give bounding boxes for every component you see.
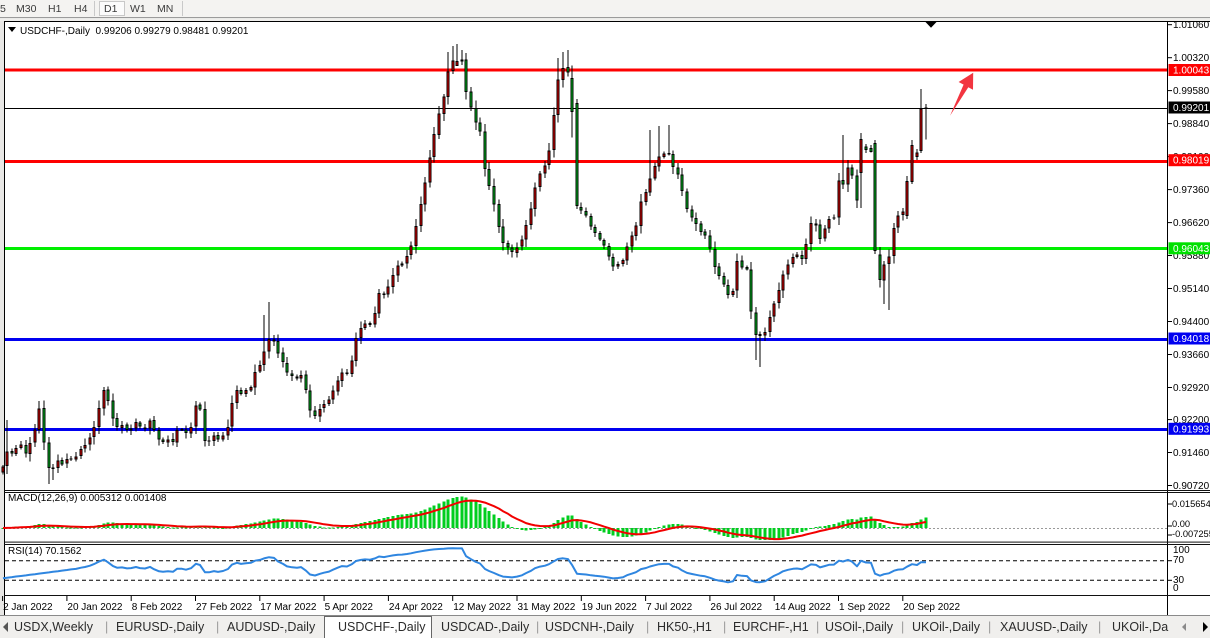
svg-text:27 Feb 2022: 27 Feb 2022 — [196, 602, 253, 613]
svg-text:30: 30 — [1173, 575, 1185, 586]
svg-text:2 Jan 2022: 2 Jan 2022 — [3, 602, 53, 613]
svg-text:17 Mar 2022: 17 Mar 2022 — [260, 602, 317, 613]
svg-text:1.00320: 1.00320 — [1173, 53, 1210, 64]
svg-text:XAUUSD-,Daily: XAUUSD-,Daily — [1000, 620, 1088, 634]
svg-text:|: | — [901, 620, 904, 634]
svg-text:|: | — [988, 620, 991, 634]
svg-text:M30: M30 — [16, 3, 37, 15]
svg-text:1.01060: 1.01060 — [1173, 20, 1210, 31]
svg-text:26 Jul 2022: 26 Jul 2022 — [710, 602, 762, 613]
svg-text:UKOil-,Da: UKOil-,Da — [1112, 620, 1168, 634]
svg-text:0.95880: 0.95880 — [1173, 251, 1210, 262]
svg-text:W1: W1 — [130, 3, 146, 15]
svg-text:0.00: 0.00 — [1172, 519, 1190, 529]
svg-text:USDCHF-,Daily 0.99206 0.99279: USDCHF-,Daily 0.99206 0.99279 0.98481 0.… — [20, 26, 249, 37]
svg-text:0.92920: 0.92920 — [1173, 383, 1210, 394]
svg-text:H4: H4 — [74, 3, 88, 15]
svg-text:5 Apr 2022: 5 Apr 2022 — [325, 602, 374, 613]
svg-text:USDCHF-,Daily: USDCHF-,Daily — [338, 620, 426, 634]
svg-text:0.96043: 0.96043 — [1173, 244, 1210, 255]
svg-text:USOil-,Daily: USOil-,Daily — [825, 620, 894, 634]
svg-text:-0.007255: -0.007255 — [1172, 529, 1210, 539]
svg-text:HK50-,H1: HK50-,H1 — [657, 620, 712, 634]
svg-text:20 Jan 2022: 20 Jan 2022 — [67, 602, 122, 613]
svg-text:UKOil-,Daily: UKOil-,Daily — [912, 620, 981, 634]
svg-text:19 Jun 2022: 19 Jun 2022 — [582, 602, 637, 613]
svg-text:70: 70 — [1173, 555, 1185, 566]
svg-text:MACD(12,26,9) 0.005312 0.00140: MACD(12,26,9) 0.005312 0.001408 — [8, 493, 167, 504]
svg-text:8 Feb 2022: 8 Feb 2022 — [132, 602, 183, 613]
svg-text:12 May 2022: 12 May 2022 — [453, 602, 511, 613]
svg-text:0: 0 — [1173, 583, 1179, 594]
svg-text:|: | — [723, 620, 726, 634]
svg-text:24 Apr 2022: 24 Apr 2022 — [389, 602, 443, 613]
svg-text:0.98019: 0.98019 — [1173, 156, 1210, 167]
svg-text:0.94400: 0.94400 — [1173, 317, 1210, 328]
svg-text:|: | — [1098, 620, 1101, 634]
svg-text:EURCHF-,H1: EURCHF-,H1 — [733, 620, 809, 634]
svg-text:USDCAD-,Daily: USDCAD-,Daily — [441, 620, 530, 634]
svg-text:0.90720: 0.90720 — [1173, 481, 1210, 492]
svg-text:0.94018: 0.94018 — [1173, 334, 1210, 345]
svg-text:14 Aug 2022: 14 Aug 2022 — [775, 602, 832, 613]
svg-text:|: | — [216, 620, 219, 634]
svg-text:0.015654: 0.015654 — [1172, 499, 1210, 509]
svg-text:0.97360: 0.97360 — [1173, 185, 1210, 196]
svg-text:|: | — [646, 620, 649, 634]
svg-text:RSI(14) 70.1562: RSI(14) 70.1562 — [8, 546, 82, 557]
svg-text:0.99580: 0.99580 — [1173, 86, 1210, 97]
svg-text:|: | — [536, 620, 539, 634]
svg-text:MN: MN — [157, 3, 173, 15]
svg-text:|: | — [816, 620, 819, 634]
svg-text:20 Sep 2022: 20 Sep 2022 — [903, 602, 960, 613]
svg-text:100: 100 — [1173, 545, 1190, 556]
svg-text:AUDUSD-,Daily: AUDUSD-,Daily — [227, 620, 316, 634]
svg-text:5: 5 — [0, 3, 6, 15]
svg-text:0.96620: 0.96620 — [1173, 218, 1210, 229]
svg-text:H1: H1 — [48, 3, 62, 15]
svg-text:0.99201: 0.99201 — [1173, 103, 1210, 114]
svg-text:0.92200: 0.92200 — [1173, 415, 1210, 426]
svg-text:EURUSD-,Daily: EURUSD-,Daily — [116, 620, 205, 634]
svg-text:0.91460: 0.91460 — [1173, 448, 1210, 459]
svg-text:31 May 2022: 31 May 2022 — [518, 602, 576, 613]
svg-text:0.95140: 0.95140 — [1173, 284, 1210, 295]
svg-text:|: | — [105, 620, 108, 634]
svg-text:USDCNH-,Daily: USDCNH-,Daily — [545, 620, 635, 634]
svg-text:D1: D1 — [104, 3, 118, 15]
svg-text:USDX,Weekly: USDX,Weekly — [14, 620, 94, 634]
svg-text:7 Jul 2022: 7 Jul 2022 — [646, 602, 693, 613]
svg-text:0.98840: 0.98840 — [1173, 119, 1210, 130]
svg-text:0.93660: 0.93660 — [1173, 350, 1210, 361]
svg-text:1.00043: 1.00043 — [1173, 66, 1210, 77]
svg-text:1 Sep 2022: 1 Sep 2022 — [839, 602, 891, 613]
svg-text:0.91993: 0.91993 — [1173, 424, 1210, 435]
